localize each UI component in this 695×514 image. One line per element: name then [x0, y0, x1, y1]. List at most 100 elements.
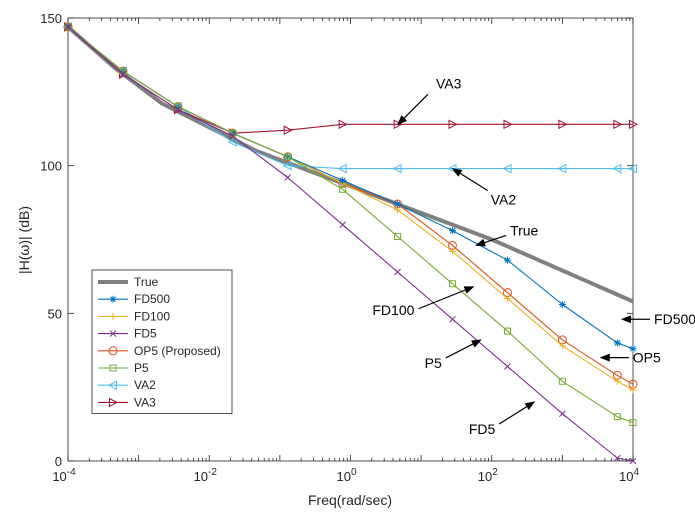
annotation-p5: P5 — [425, 339, 482, 371]
data-point-p5 — [558, 377, 566, 385]
data-point-va2 — [627, 163, 637, 174]
annotation-op5: OP5 — [599, 350, 661, 366]
annotation-arrow — [451, 168, 489, 192]
x-tick-exponent: 2 — [492, 467, 498, 478]
x-axis-label: Freq(rad/sec) — [308, 492, 392, 508]
y-axis-label: |H(ω)| (dB) — [16, 206, 32, 274]
annotation-label: OP5 — [633, 350, 661, 366]
data-point-p5 — [64, 23, 72, 31]
annotation-label: True — [510, 222, 538, 238]
data-point-va3 — [503, 119, 513, 130]
annotation-arrow — [397, 93, 429, 126]
legend-marker — [109, 312, 117, 320]
annotation-label: FD500 — [654, 311, 695, 327]
legend-label: FD500 — [134, 292, 170, 306]
series-line-p5 — [67, 26, 634, 424]
data-point-fd5 — [229, 132, 237, 140]
data-point-fd5 — [449, 315, 456, 323]
annotation-va2: VA2 — [451, 168, 517, 208]
data-point-fd5 — [394, 268, 401, 276]
data-point-op5-proposed — [228, 128, 238, 138]
y-tick-label: 50 — [48, 306, 62, 321]
data-point-p5 — [503, 327, 511, 335]
data-point-va3 — [448, 119, 458, 130]
x-tick-exponent: 4 — [633, 467, 639, 478]
data-point-p5 — [284, 153, 292, 161]
x-tick-exponent: -2 — [208, 467, 217, 478]
data-point-va3 — [613, 119, 623, 130]
x-tick-base: 10 — [336, 469, 350, 484]
legend-marker — [109, 330, 117, 337]
legend-marker — [107, 380, 117, 391]
legend-box — [91, 269, 233, 415]
data-point-fd100 — [394, 206, 402, 214]
y-tick-label: 150 — [40, 11, 62, 26]
legend-entry-op5-proposed: OP5 (Proposed) — [98, 344, 221, 358]
data-point-fd5 — [613, 454, 621, 462]
annotation-label: P5 — [425, 355, 442, 371]
data-point-fd5 — [629, 457, 637, 465]
legend-label: P5 — [134, 361, 149, 375]
data-point-va2 — [502, 163, 512, 174]
legend-marker — [108, 346, 118, 356]
data-point-fd500 — [339, 176, 347, 184]
x-tick-label: 10-4 — [52, 467, 76, 484]
legend-marker — [109, 295, 117, 303]
data-point-fd5 — [174, 106, 182, 113]
data-point-fd5 — [64, 23, 72, 31]
annotation-fd5: FD5 — [469, 401, 536, 437]
legend-label: FD100 — [134, 309, 170, 323]
data-point-fd500 — [448, 227, 456, 235]
data-point-p5 — [629, 419, 637, 427]
data-point-p5 — [394, 233, 402, 241]
annotation-va3: VA3 — [397, 75, 462, 126]
data-point-fd100 — [629, 386, 637, 394]
data-point-fd100 — [558, 342, 566, 350]
annotation-arrow — [498, 401, 536, 425]
data-point-p5 — [613, 413, 621, 421]
annotation-label: VA2 — [491, 192, 517, 208]
data-point-va2 — [282, 160, 292, 171]
x-tick-base: 10 — [194, 469, 208, 484]
data-point-fd100 — [503, 295, 511, 303]
series-p5 — [64, 23, 637, 427]
data-point-va3 — [629, 119, 639, 130]
annotation-true: True — [475, 222, 539, 247]
data-point-fd500 — [613, 339, 621, 347]
y-tick-label: 100 — [40, 159, 62, 174]
series-line-fd5 — [67, 26, 634, 462]
legend-entry-va2: VA2 — [98, 378, 156, 392]
legend-marker — [109, 364, 117, 372]
data-point-p5 — [339, 185, 347, 193]
legend-label: FD5 — [134, 327, 157, 341]
legend: True FD500 FD100 FD5 OP5 (Proposed) P5 VA2 VA3 — [91, 269, 233, 415]
data-point-va2 — [557, 163, 567, 174]
legend-entry-va3: VA3 — [98, 395, 156, 409]
x-tick-label: 10-2 — [194, 467, 218, 484]
data-point-fd5 — [559, 410, 566, 418]
legend-entry-fd100: FD100 — [98, 309, 170, 323]
data-point-p5 — [448, 280, 456, 288]
x-tick-base: 10 — [478, 469, 492, 484]
data-point-fd100 — [613, 377, 621, 385]
annotation-fd500: FD500 — [621, 311, 695, 327]
data-point-fd500 — [558, 300, 566, 308]
legend-entry-fd500: FD500 — [98, 292, 170, 306]
annotation-label: FD100 — [372, 302, 414, 318]
x-tick-label: 100 — [336, 467, 356, 484]
y-tick-label: 0 — [55, 454, 62, 469]
data-point-op5-proposed — [63, 22, 73, 32]
data-point-va2 — [227, 137, 237, 147]
data-series — [62, 22, 639, 465]
data-point-va3 — [558, 119, 568, 130]
legend-marker — [109, 397, 119, 408]
x-tick-label: 104 — [619, 467, 639, 484]
data-point-fd5 — [339, 221, 346, 229]
data-point-va2 — [337, 163, 347, 174]
data-point-fd500 — [394, 200, 402, 208]
annotations: VA3 VA2 True FD100 P5 FD500 OP5 FD5 — [372, 75, 695, 437]
data-point-fd100 — [448, 247, 456, 255]
legend-label: OP5 (Proposed) — [134, 344, 221, 358]
